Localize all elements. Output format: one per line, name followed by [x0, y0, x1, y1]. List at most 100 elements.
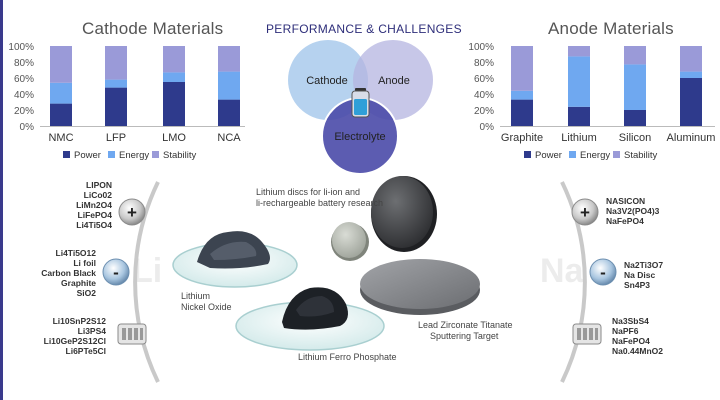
venn-title: PERFORMANCE & CHALLENGES	[266, 22, 462, 36]
chem-label: Li4Ti5O12	[56, 248, 97, 258]
cathode-bar-power	[50, 103, 72, 126]
venn-label-cathode: Cathode	[306, 75, 348, 87]
anode-chart: 100% 80% 60% 40% 20% 0% Graphite Lithium…	[468, 42, 716, 161]
cathode-chart-title: Cathode Materials	[82, 19, 224, 38]
chem-label: Na Disc	[624, 270, 655, 280]
lithium-disc-small-image	[331, 222, 369, 261]
x-tick-label: Aluminum	[667, 132, 716, 144]
cathode-bar-power	[218, 99, 240, 126]
cathode-bar-energy	[50, 82, 72, 104]
na-cathode-list: NASICON Na3V2(PO4)3 NaFePO4	[606, 196, 660, 226]
chem-label: Na2Ti3O7	[624, 260, 663, 270]
svg-text:Lithium: Lithium	[181, 291, 210, 301]
plus-icon: +	[118, 198, 146, 226]
cathode-bars	[50, 46, 240, 126]
chem-label: NaFePO4	[612, 336, 650, 346]
legend-label-stability: Stability	[163, 150, 197, 161]
y-tick-label: 20%	[474, 106, 494, 117]
legend-swatch-stability	[152, 151, 159, 158]
cathode-legend: Power Energy Stability	[63, 150, 197, 161]
right-arc	[560, 181, 587, 383]
cathode-x-axis: NMC LFP LMO NCA	[48, 132, 241, 144]
discs-caption: Lithium discs for li-ion and li-recharge…	[256, 187, 383, 208]
svg-text:Sputtering Target: Sputtering Target	[430, 331, 499, 341]
left-arc	[133, 181, 160, 383]
chem-label: Li3PS4	[78, 326, 107, 336]
chem-label: SiO2	[77, 288, 97, 298]
anode-bars	[511, 46, 702, 126]
anode-bar-stability	[624, 46, 646, 65]
cathode-chart: 100% 80% 60% 40% 20% 0% NMC LFP LMO NCA …	[8, 42, 245, 161]
cathode-bar-energy	[105, 79, 127, 88]
legend-label-power: Power	[535, 150, 562, 161]
anode-chart-title: Anode Materials	[548, 19, 674, 38]
anode-bar-energy	[624, 64, 646, 110]
legend-swatch-energy	[569, 151, 576, 158]
lithium-disc-large-image	[371, 176, 437, 252]
chem-label: Li4Ti5O4	[76, 220, 112, 230]
sputtering-target-image	[360, 259, 480, 315]
chem-label: Na0.44MnO2	[612, 346, 663, 356]
anode-bar-power	[680, 78, 702, 126]
li-anode-list: Li4Ti5O12 Li foil Carbon Black Graphite …	[41, 248, 96, 298]
y-tick-label: 60%	[474, 74, 494, 85]
svg-text:+: +	[580, 203, 590, 222]
na-anode-list: Na2Ti3O7 Na Disc Sn4P3	[624, 260, 663, 290]
y-tick-label: 80%	[14, 58, 34, 69]
chem-label: LiCo02	[84, 190, 113, 200]
y-tick-label: 40%	[474, 90, 494, 101]
cathode-bar-stability	[105, 46, 127, 80]
chem-label: LiFePO4	[78, 210, 113, 220]
svg-text:+: +	[127, 203, 137, 222]
minus-icon: -	[589, 258, 617, 286]
anode-bar-stability	[568, 46, 590, 57]
battery-icon	[351, 88, 370, 118]
minus-icon: -	[102, 258, 130, 286]
chem-label: NASICON	[606, 196, 645, 206]
legend-label-energy: Energy	[119, 150, 149, 161]
svg-text:-: -	[113, 263, 119, 282]
anode-bar-power	[568, 106, 590, 126]
venn-diagram: Cathode Anode Electrolyte	[288, 40, 433, 175]
anode-bar-energy	[568, 56, 590, 107]
legend-label-power: Power	[74, 150, 101, 161]
anode-bar-power	[624, 110, 646, 126]
y-tick-label: 0%	[20, 122, 35, 133]
anode-bar-energy	[511, 90, 533, 100]
legend-swatch-power	[524, 151, 531, 158]
legend-label-stability: Stability	[624, 150, 658, 161]
cathode-bar-power	[163, 82, 185, 126]
chem-label: Li10SnP2S12	[53, 316, 107, 326]
svg-text:li-rechargeable battery resear: li-rechargeable battery research	[256, 198, 383, 208]
left-accent-bar	[0, 0, 3, 400]
anode-legend: Power Energy Stability	[524, 150, 658, 161]
chem-label: Li6PTe5Cl	[66, 346, 106, 356]
chem-label: Sn4P3	[624, 280, 650, 290]
chem-label: Graphite	[61, 278, 96, 288]
legend-swatch-energy	[108, 151, 115, 158]
x-tick-label: NMC	[48, 132, 73, 144]
plus-icon: +	[571, 198, 599, 226]
legend-swatch-power	[63, 151, 70, 158]
chem-label: Na3SbS4	[612, 316, 649, 326]
na-watermark: Na	[540, 252, 585, 290]
legend-swatch-stability	[613, 151, 620, 158]
svg-text:Nickel Oxide: Nickel Oxide	[181, 302, 232, 312]
x-tick-label: Lithium	[561, 132, 596, 144]
anode-bar-stability	[511, 46, 533, 91]
y-tick-label: 100%	[468, 42, 494, 53]
nickel-oxide-caption: Lithium Nickel Oxide	[181, 291, 232, 312]
y-tick-label: 0%	[480, 122, 495, 133]
li-cathode-list: LIPON LiCo02 LiMn2O4 LiFePO4 Li4Ti5O4	[76, 180, 112, 230]
electrolyte-cell-icon	[572, 323, 602, 345]
na-electrolyte-list: Na3SbS4 NaPF6 NaFePO4 Na0.44MnO2	[612, 316, 663, 356]
chem-label: NaFePO4	[606, 216, 644, 226]
y-tick-label: 100%	[8, 42, 34, 53]
venn-label-electrolyte: Electrolyte	[334, 131, 385, 143]
cathode-bar-stability	[218, 46, 240, 72]
anode-bar-energy	[680, 71, 702, 78]
svg-text:Lithium discs for li-ion and: Lithium discs for li-ion and	[256, 187, 360, 197]
y-tick-label: 60%	[14, 74, 34, 85]
cathode-bar-stability	[50, 46, 72, 83]
y-tick-label: 80%	[474, 58, 494, 69]
